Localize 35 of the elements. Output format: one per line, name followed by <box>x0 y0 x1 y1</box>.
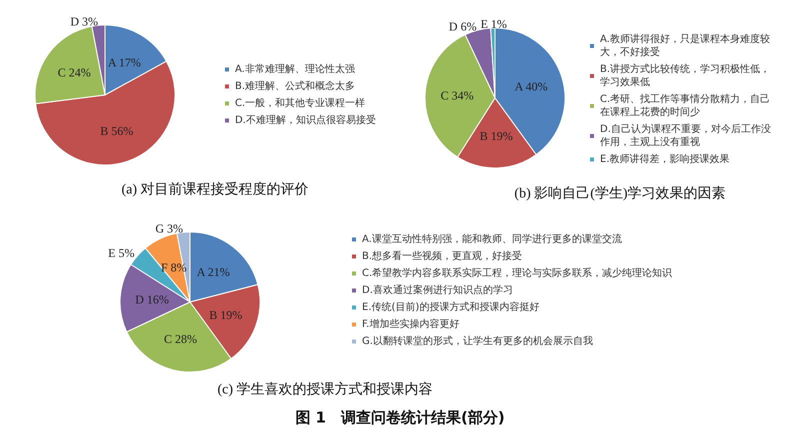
legend-label: B.讲授方式比较传统，学习积极性低，学习效果低 <box>600 63 770 88</box>
data-label: B 19% <box>209 308 242 322</box>
legend-label: E.教师讲得差，影响授课效果 <box>600 153 730 165</box>
data-label: D 6% <box>448 19 477 34</box>
caption: 图 1 调查问卷统计结果(部分) <box>295 408 505 426</box>
data-label: B 19% <box>480 128 513 143</box>
data-label: C 28% <box>164 332 198 346</box>
legend-label: B.想多看一些视频，更直观，好接受 <box>362 250 522 262</box>
legend-label: C.一般，和其他专业课程一样 <box>235 97 366 109</box>
legend-label: F.增加些实操内容更好 <box>362 318 460 330</box>
data-label: A 21% <box>196 264 230 279</box>
legend-label: D.喜欢通过案例进行知识点的学习 <box>362 284 513 296</box>
data-label: E 1% <box>480 17 507 32</box>
data-label: A 40% <box>514 79 548 94</box>
text: (a) 对目前课程接受程度的评价 <box>121 182 309 198</box>
legend-label: B.难理解、公式和概念太多 <box>235 80 356 92</box>
legend-label: E.传统(目前)的授课方式和授课内容挺好 <box>362 301 540 313</box>
data-label: E 5% <box>108 246 134 260</box>
data-label: G 3% <box>155 221 184 236</box>
legend-label: G.以翻转课堂的形式，让学生有更多的机会展示自我 <box>362 335 593 347</box>
data-label: A 17% <box>108 55 141 70</box>
text: (c) 学生喜欢的授课方式和授课内容 <box>217 382 433 398</box>
legend-label: C.考研、找工作等事情分散精力，自己在课程上花费的时间少 <box>600 93 770 118</box>
data-label: B 56% <box>100 124 134 138</box>
data-label: C 24% <box>58 66 91 80</box>
legend-label: D.不难理解，知识点很容易接受 <box>235 114 376 126</box>
legend-label: D.自己认为课程不重要，对今后工作没作用，主观上没有重视 <box>599 123 771 148</box>
legend-label: A.课堂互动性特别强，能和教师、同学进行更多的课堂交流 <box>362 233 622 245</box>
text: (b) 影响自己(学生)学习效果的因素 <box>514 186 726 202</box>
legend-label: A.非常难理解、理论性太强 <box>235 63 355 75</box>
data-label: D 16% <box>135 292 169 307</box>
data-label: D 3% <box>70 14 98 28</box>
data-label: C 34% <box>440 88 474 103</box>
legend-label: C.希望教学内容多联系实际工程，理论与实际多联系，减少纯理论知识 <box>362 267 672 279</box>
legend-label: A.教师讲得很好，只是课程本身难度较大，不好接受 <box>600 33 770 58</box>
